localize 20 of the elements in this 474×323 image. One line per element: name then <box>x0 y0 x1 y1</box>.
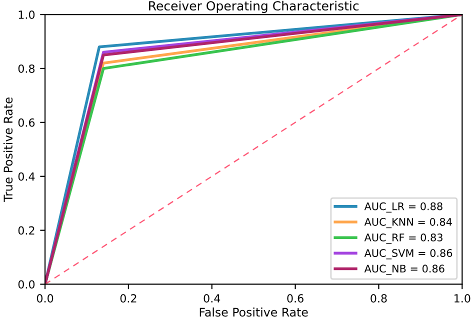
y-tick-label: 0.0 <box>18 280 35 289</box>
legend-label: AUC_SVM = 0.86 <box>364 249 452 260</box>
legend-label: AUC_LR = 0.88 <box>364 202 442 213</box>
x-axis-title: False Positive Rate <box>200 307 308 317</box>
y-tick-label: 0.2 <box>18 226 34 235</box>
y-tick-label: 0.8 <box>18 64 35 73</box>
x-tick-label: 0.6 <box>287 294 304 303</box>
y-tick-label: 0.4 <box>18 172 35 181</box>
x-tick-label: 0.4 <box>204 294 220 303</box>
y-axis-title: True Positive Rate <box>3 97 13 202</box>
x-tick-label: 0.0 <box>36 294 54 303</box>
chart-title: Receiver Operating Characteristic <box>149 0 359 13</box>
x-tick-label: 0.8 <box>370 294 387 303</box>
x-tick-label: 0.2 <box>120 294 136 303</box>
legend-label: AUC_KNN = 0.84 <box>364 218 452 228</box>
x-tick-label: 1.0 <box>454 294 470 303</box>
y-tick-label: 0.6 <box>18 118 35 127</box>
legend-label: AUC_RF = 0.83 <box>364 234 442 244</box>
legend-label: AUC_NB = 0.86 <box>364 264 444 275</box>
y-tick-label: 1.0 <box>18 10 35 19</box>
